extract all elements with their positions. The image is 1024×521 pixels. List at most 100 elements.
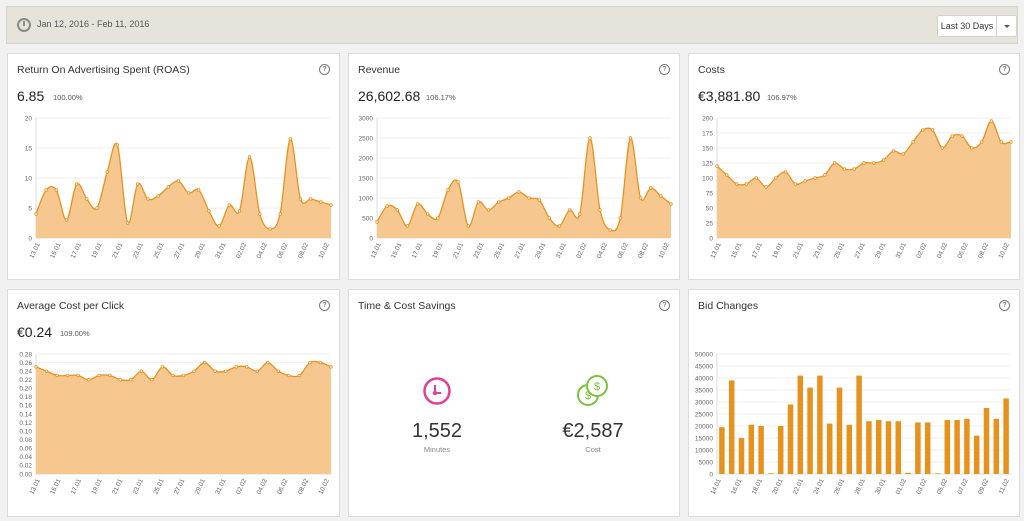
bar[interactable] bbox=[807, 387, 813, 474]
bar[interactable] bbox=[748, 424, 755, 474]
data-point[interactable] bbox=[227, 203, 231, 207]
data-point[interactable] bbox=[649, 186, 653, 190]
data-point[interactable] bbox=[832, 161, 837, 165]
data-point[interactable] bbox=[288, 137, 293, 141]
data-point[interactable] bbox=[258, 212, 262, 216]
data-point[interactable] bbox=[297, 373, 302, 378]
data-point[interactable] bbox=[891, 149, 896, 153]
data-point[interactable] bbox=[588, 136, 592, 140]
data-point[interactable] bbox=[385, 204, 389, 208]
data-point[interactable] bbox=[247, 155, 252, 159]
data-point[interactable] bbox=[176, 179, 181, 183]
data-point[interactable] bbox=[171, 373, 175, 378]
data-point[interactable] bbox=[999, 140, 1003, 144]
bar[interactable] bbox=[1003, 398, 1009, 474]
data-point[interactable] bbox=[754, 176, 758, 180]
data-point[interactable] bbox=[466, 224, 470, 228]
data-point[interactable] bbox=[527, 196, 531, 200]
bar[interactable] bbox=[895, 421, 902, 474]
bar[interactable] bbox=[924, 422, 931, 474]
data-point[interactable] bbox=[129, 378, 133, 382]
data-point[interactable] bbox=[329, 203, 333, 207]
data-point[interactable] bbox=[911, 140, 915, 144]
data-point[interactable] bbox=[197, 188, 201, 192]
data-point[interactable] bbox=[862, 161, 866, 165]
data-point[interactable] bbox=[823, 173, 827, 177]
data-point[interactable] bbox=[852, 167, 856, 171]
bar[interactable] bbox=[866, 421, 872, 474]
data-point[interactable] bbox=[108, 373, 112, 378]
data-point[interactable] bbox=[308, 197, 313, 201]
data-point[interactable] bbox=[970, 146, 974, 150]
data-point[interactable] bbox=[734, 182, 739, 186]
data-point[interactable] bbox=[1009, 140, 1013, 144]
data-point[interactable] bbox=[64, 218, 69, 222]
help-icon[interactable]: ? bbox=[999, 64, 1010, 75]
data-point[interactable] bbox=[192, 369, 196, 373]
bar[interactable] bbox=[856, 375, 862, 474]
bar[interactable] bbox=[905, 472, 911, 474]
data-point[interactable] bbox=[537, 198, 541, 202]
bar[interactable] bbox=[954, 420, 960, 474]
data-point[interactable] bbox=[960, 134, 964, 138]
data-point[interactable] bbox=[842, 167, 847, 171]
data-point[interactable] bbox=[85, 197, 89, 201]
data-point[interactable] bbox=[415, 202, 420, 206]
data-point[interactable] bbox=[146, 197, 150, 201]
bar[interactable] bbox=[973, 435, 980, 474]
data-point[interactable] bbox=[774, 176, 778, 180]
data-point[interactable] bbox=[764, 185, 768, 189]
data-point[interactable] bbox=[744, 182, 749, 186]
data-point[interactable] bbox=[118, 378, 122, 382]
data-point[interactable] bbox=[276, 369, 281, 373]
data-point[interactable] bbox=[608, 228, 612, 232]
data-point[interactable] bbox=[278, 212, 282, 216]
data-point[interactable] bbox=[405, 224, 410, 228]
data-point[interactable] bbox=[105, 170, 109, 174]
data-point[interactable] bbox=[34, 212, 38, 216]
data-point[interactable] bbox=[266, 360, 270, 365]
data-point[interactable] bbox=[725, 173, 729, 177]
data-point[interactable] bbox=[308, 360, 312, 365]
data-point[interactable] bbox=[567, 208, 572, 212]
help-icon[interactable]: ? bbox=[319, 64, 330, 75]
data-point[interactable] bbox=[44, 188, 48, 192]
data-point[interactable] bbox=[213, 369, 217, 373]
data-point[interactable] bbox=[115, 143, 120, 147]
help-icon[interactable]: ? bbox=[999, 300, 1010, 311]
data-point[interactable] bbox=[395, 208, 399, 212]
data-point[interactable] bbox=[979, 140, 984, 144]
data-point[interactable] bbox=[901, 152, 905, 156]
data-point[interactable] bbox=[136, 182, 140, 186]
data-point[interactable] bbox=[446, 188, 450, 192]
bar[interactable] bbox=[787, 404, 794, 474]
data-point[interactable] bbox=[156, 194, 160, 198]
data-point[interactable] bbox=[618, 216, 623, 220]
data-point[interactable] bbox=[456, 180, 460, 184]
data-point[interactable] bbox=[872, 161, 876, 165]
help-icon[interactable]: ? bbox=[659, 300, 670, 311]
bar[interactable] bbox=[758, 426, 764, 474]
data-point[interactable] bbox=[813, 176, 817, 180]
data-point[interactable] bbox=[989, 119, 994, 123]
bar[interactable] bbox=[885, 421, 892, 474]
data-point[interactable] bbox=[425, 212, 430, 216]
data-point[interactable] bbox=[517, 190, 521, 194]
data-point[interactable] bbox=[150, 378, 154, 382]
bar[interactable] bbox=[993, 418, 1000, 474]
bar[interactable] bbox=[944, 420, 951, 474]
data-point[interactable] bbox=[223, 369, 228, 373]
date-range-label[interactable]: Jan 12, 2016 - Feb 11, 2016 bbox=[37, 19, 150, 29]
bar[interactable] bbox=[964, 418, 970, 474]
data-point[interactable] bbox=[950, 134, 954, 138]
data-point[interactable] bbox=[65, 373, 70, 378]
bar[interactable] bbox=[738, 438, 745, 474]
data-point[interactable] bbox=[921, 128, 925, 132]
data-point[interactable] bbox=[507, 196, 511, 200]
data-point[interactable] bbox=[598, 208, 602, 212]
data-point[interactable] bbox=[237, 209, 242, 213]
data-point[interactable] bbox=[245, 365, 249, 369]
data-point[interactable] bbox=[930, 128, 935, 132]
data-point[interactable] bbox=[329, 365, 333, 369]
data-point[interactable] bbox=[669, 202, 673, 206]
